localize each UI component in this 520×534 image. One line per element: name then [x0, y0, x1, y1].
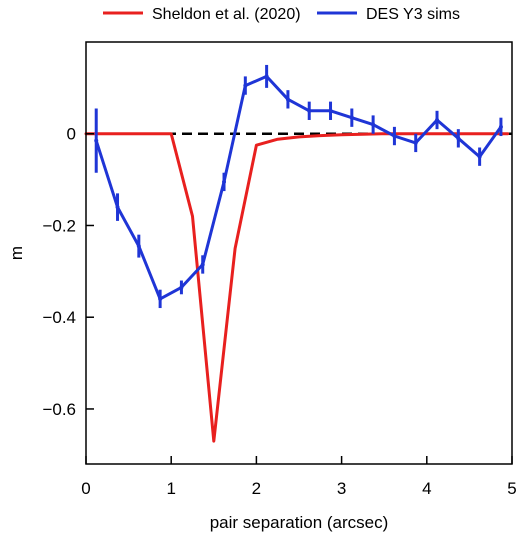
plot-series [84, 64, 512, 443]
x-tick-label: 5 [507, 479, 516, 498]
data-point [435, 117, 440, 122]
data-point [349, 115, 354, 120]
y-tick-label: −0.4 [42, 308, 76, 327]
legend-item: Sheldon et al. (2020) [103, 6, 301, 23]
data-point [179, 285, 184, 290]
y-tick-label: −0.6 [42, 400, 76, 419]
data-point [222, 179, 227, 184]
data-point [243, 83, 248, 88]
legend-item: DES Y3 sims [317, 6, 460, 23]
legend-label: Sheldon et al. (2020) [152, 6, 301, 23]
x-tick-label: 1 [166, 479, 175, 498]
data-point [456, 136, 461, 141]
y-axis-label: m [7, 246, 26, 260]
data-point [307, 108, 312, 113]
plot-frame [85, 41, 513, 465]
x-tick-label: 0 [81, 479, 90, 498]
data-point [115, 205, 120, 210]
data-point [136, 244, 141, 249]
x-tick-label: 2 [252, 479, 261, 498]
x-axis-ticks: 0 1 2 3 4 5 [81, 456, 517, 498]
x-tick-label: 4 [422, 479, 431, 498]
data-point [413, 140, 418, 145]
data-point [498, 124, 503, 129]
series-sheldon [84, 132, 510, 443]
data-point [392, 134, 397, 139]
series-line [94, 74, 503, 301]
legend-label: DES Y3 sims [366, 6, 460, 23]
data-point [371, 122, 376, 127]
data-point [158, 296, 163, 301]
y-tick-label: −0.2 [42, 216, 76, 235]
series-line [84, 132, 510, 443]
data-point [200, 262, 205, 267]
x-axis-label: pair separation (arcsec) [210, 513, 389, 532]
legend: Sheldon et al. (2020) DES Y3 sims [103, 6, 460, 23]
data-point [328, 108, 333, 113]
data-point [94, 138, 99, 143]
y-tick-label: 0 [67, 125, 76, 144]
data-point [285, 97, 290, 102]
data-point [477, 154, 482, 159]
x-tick-label: 3 [337, 479, 346, 498]
series-des-y3 [94, 64, 503, 309]
data-point [264, 74, 269, 79]
y-axis-ticks: 0 −0.2 −0.4 −0.6 [42, 125, 94, 419]
